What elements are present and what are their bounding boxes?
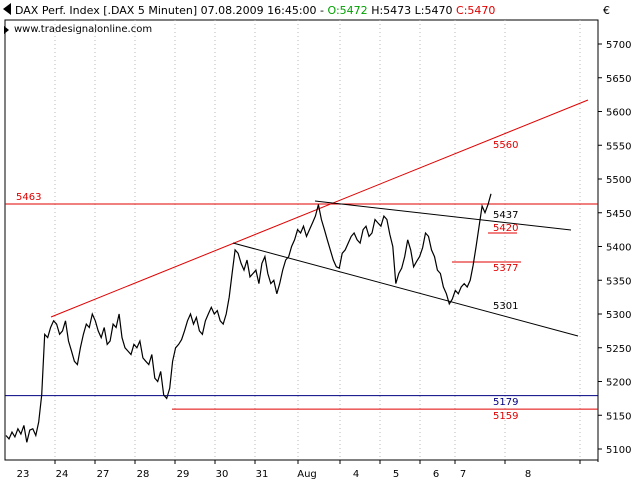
y-tick-label-5550: 5550 [606, 141, 631, 152]
header-close: C:5470 [456, 4, 495, 17]
level-label-5377: 5377 [493, 263, 518, 274]
y-tick-label-5200: 5200 [606, 378, 631, 389]
x-tick-label-4: 29 [177, 469, 190, 480]
plot-frame [4, 19, 599, 461]
y-tick-label-5450: 5450 [606, 209, 631, 220]
black-trend-line-upper [314, 200, 572, 231]
header-open: O:5472 [328, 4, 368, 17]
price-line [5, 193, 492, 443]
x-tick-label-1: 24 [56, 469, 69, 480]
y-tick-label-5150: 5150 [606, 411, 631, 422]
y-tick-label-5350: 5350 [606, 276, 631, 287]
currency-symbol: € [603, 4, 610, 17]
level-labels: 5463 5560 5437 5420 5377 5301 5179 5159 [16, 140, 518, 422]
black-trend-line-lower [232, 242, 579, 337]
header-high: H:5473 [371, 4, 411, 17]
x-axis-ticks: 23 24 27 28 29 30 31 Aug 4 5 6 7 8 [17, 460, 581, 480]
y-tick-label-5300: 5300 [606, 310, 631, 321]
x-tick-label-9: 5 [393, 469, 399, 480]
x-tick-label-0: 23 [17, 469, 30, 480]
svg-text:DAX Perf. Index [.DAX 5 Minut: DAX Perf. Index [.DAX 5 Minuten] 07.08.2… [15, 4, 495, 17]
x-tick-label-6: 31 [256, 469, 269, 480]
y-tick-label-5400: 5400 [606, 243, 631, 254]
x-tick-label-7: Aug [297, 469, 317, 480]
grid-layer [54, 20, 581, 460]
x-tick-label-10: 6 [433, 469, 439, 480]
x-tick-label-12: 8 [525, 469, 531, 480]
price-series [5, 193, 492, 443]
y-tick-label-5100: 5100 [606, 445, 631, 456]
header-title: DAX Perf. Index [.DAX 5 Minuten] 07.08.2… [15, 4, 328, 17]
level-label-5159: 5159 [493, 411, 518, 422]
level-label-5437: 5437 [493, 210, 518, 221]
x-tick-label-3: 28 [137, 469, 150, 480]
y-tick-label-5600: 5600 [606, 108, 631, 119]
level-label-5463: 5463 [16, 192, 41, 203]
x-tick-label-11: 7 [460, 469, 466, 480]
y-tick-label-5250: 5250 [606, 344, 631, 355]
triangle-left-icon [3, 3, 11, 15]
level-label-5301: 5301 [493, 301, 518, 312]
level-label-5420: 5420 [493, 223, 518, 234]
x-tick-label-2: 27 [97, 469, 110, 480]
chart-header: DAX Perf. Index [.DAX 5 Minuten] 07.08.2… [3, 3, 495, 35]
y-axis-ticks: 5100 5150 5200 5250 5300 5350 5400 5450 5500 5550… [598, 40, 631, 456]
source-label: www.tradesignalonline.com [14, 24, 152, 35]
header-low: L:5470 [415, 4, 453, 17]
y-tick-label-5500: 5500 [606, 175, 631, 186]
level-label-5179: 5179 [493, 397, 518, 408]
y-tick-label-5700: 5700 [606, 40, 631, 51]
level-label-5560: 5560 [493, 140, 518, 151]
x-tick-label-5: 30 [216, 469, 229, 480]
y-tick-label-5650: 5650 [606, 74, 631, 85]
x-tick-label-8: 4 [353, 469, 359, 480]
